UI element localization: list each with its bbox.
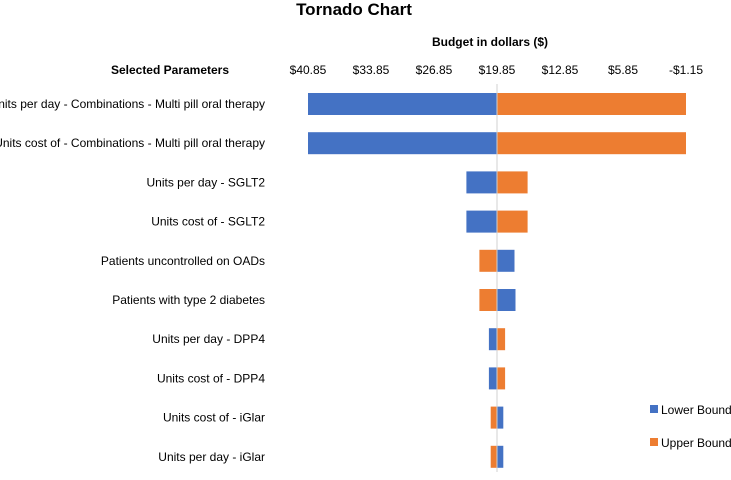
upper-bound-bar xyxy=(497,93,686,115)
x-tick-label: $40.85 xyxy=(290,63,327,77)
parameter-label: Units per day - iGlar xyxy=(158,450,265,464)
lower-bound-bar xyxy=(466,171,497,194)
parameter-label: Units cost of - Combinations - Multi pil… xyxy=(0,136,265,150)
lower-bound-bar xyxy=(497,445,504,468)
lower-bound-bar xyxy=(497,249,515,272)
parameter-label: Units cost of - iGlar xyxy=(163,411,265,425)
parameter-label: Patients uncontrolled on OADs xyxy=(101,254,265,268)
parameter-label: Units cost of - SGLT2 xyxy=(151,215,265,229)
legend-swatch-upper xyxy=(650,438,658,446)
upper-bound-bar xyxy=(479,289,497,311)
legend-swatch-lower xyxy=(650,405,658,413)
chart-title: Tornado Chart xyxy=(296,0,412,19)
lower-bound-bar xyxy=(488,328,497,351)
lower-bound-bar xyxy=(497,289,516,311)
lower-bound-bar xyxy=(497,406,504,429)
parameter-label: Patients with type 2 diabetes xyxy=(112,293,265,307)
x-tick-label: $19.85 xyxy=(479,63,516,77)
parameter-label: Units cost of - DPP4 xyxy=(157,371,265,385)
bars xyxy=(308,93,686,468)
upper-bound-bar xyxy=(497,328,506,351)
parameter-label: Units per day - SGLT2 xyxy=(147,175,266,189)
x-tick-labels: $40.85 $33.85 $26.85 $19.85 $12.85 $5.85 -$1.1… xyxy=(290,63,704,77)
lower-bound-bar xyxy=(466,210,497,233)
x-tick-label: $33.85 xyxy=(353,63,390,77)
parameter-label: Units per day - Combinations - Multi pil… xyxy=(0,97,265,111)
upper-bound-bar xyxy=(497,210,528,233)
upper-bound-bar xyxy=(497,132,686,155)
upper-bound-bar xyxy=(497,171,528,194)
parameter-labels: Units per day - Combinations - Multi pil… xyxy=(0,97,265,464)
x-tick-label: $5.85 xyxy=(608,63,638,77)
legend: Lower Bound Upper Bound xyxy=(650,403,731,450)
x-axis-title: Budget in dollars ($) xyxy=(432,35,548,49)
upper-bound-bar xyxy=(479,249,497,272)
upper-bound-bar xyxy=(490,445,497,468)
x-tick-label: $12.85 xyxy=(542,63,579,77)
lower-bound-bar xyxy=(488,367,497,390)
legend-label: Upper Bound xyxy=(661,436,731,450)
lower-bound-bar xyxy=(308,93,497,115)
x-tick-label: -$1.15 xyxy=(669,63,703,77)
parameter-label: Units per day - DPP4 xyxy=(152,332,265,346)
x-tick-label: $26.85 xyxy=(416,63,453,77)
y-axis-title: Selected Parameters xyxy=(111,63,229,77)
legend-label: Lower Bound xyxy=(661,403,731,417)
upper-bound-bar xyxy=(490,406,497,429)
lower-bound-bar xyxy=(308,132,497,155)
upper-bound-bar xyxy=(497,367,506,390)
